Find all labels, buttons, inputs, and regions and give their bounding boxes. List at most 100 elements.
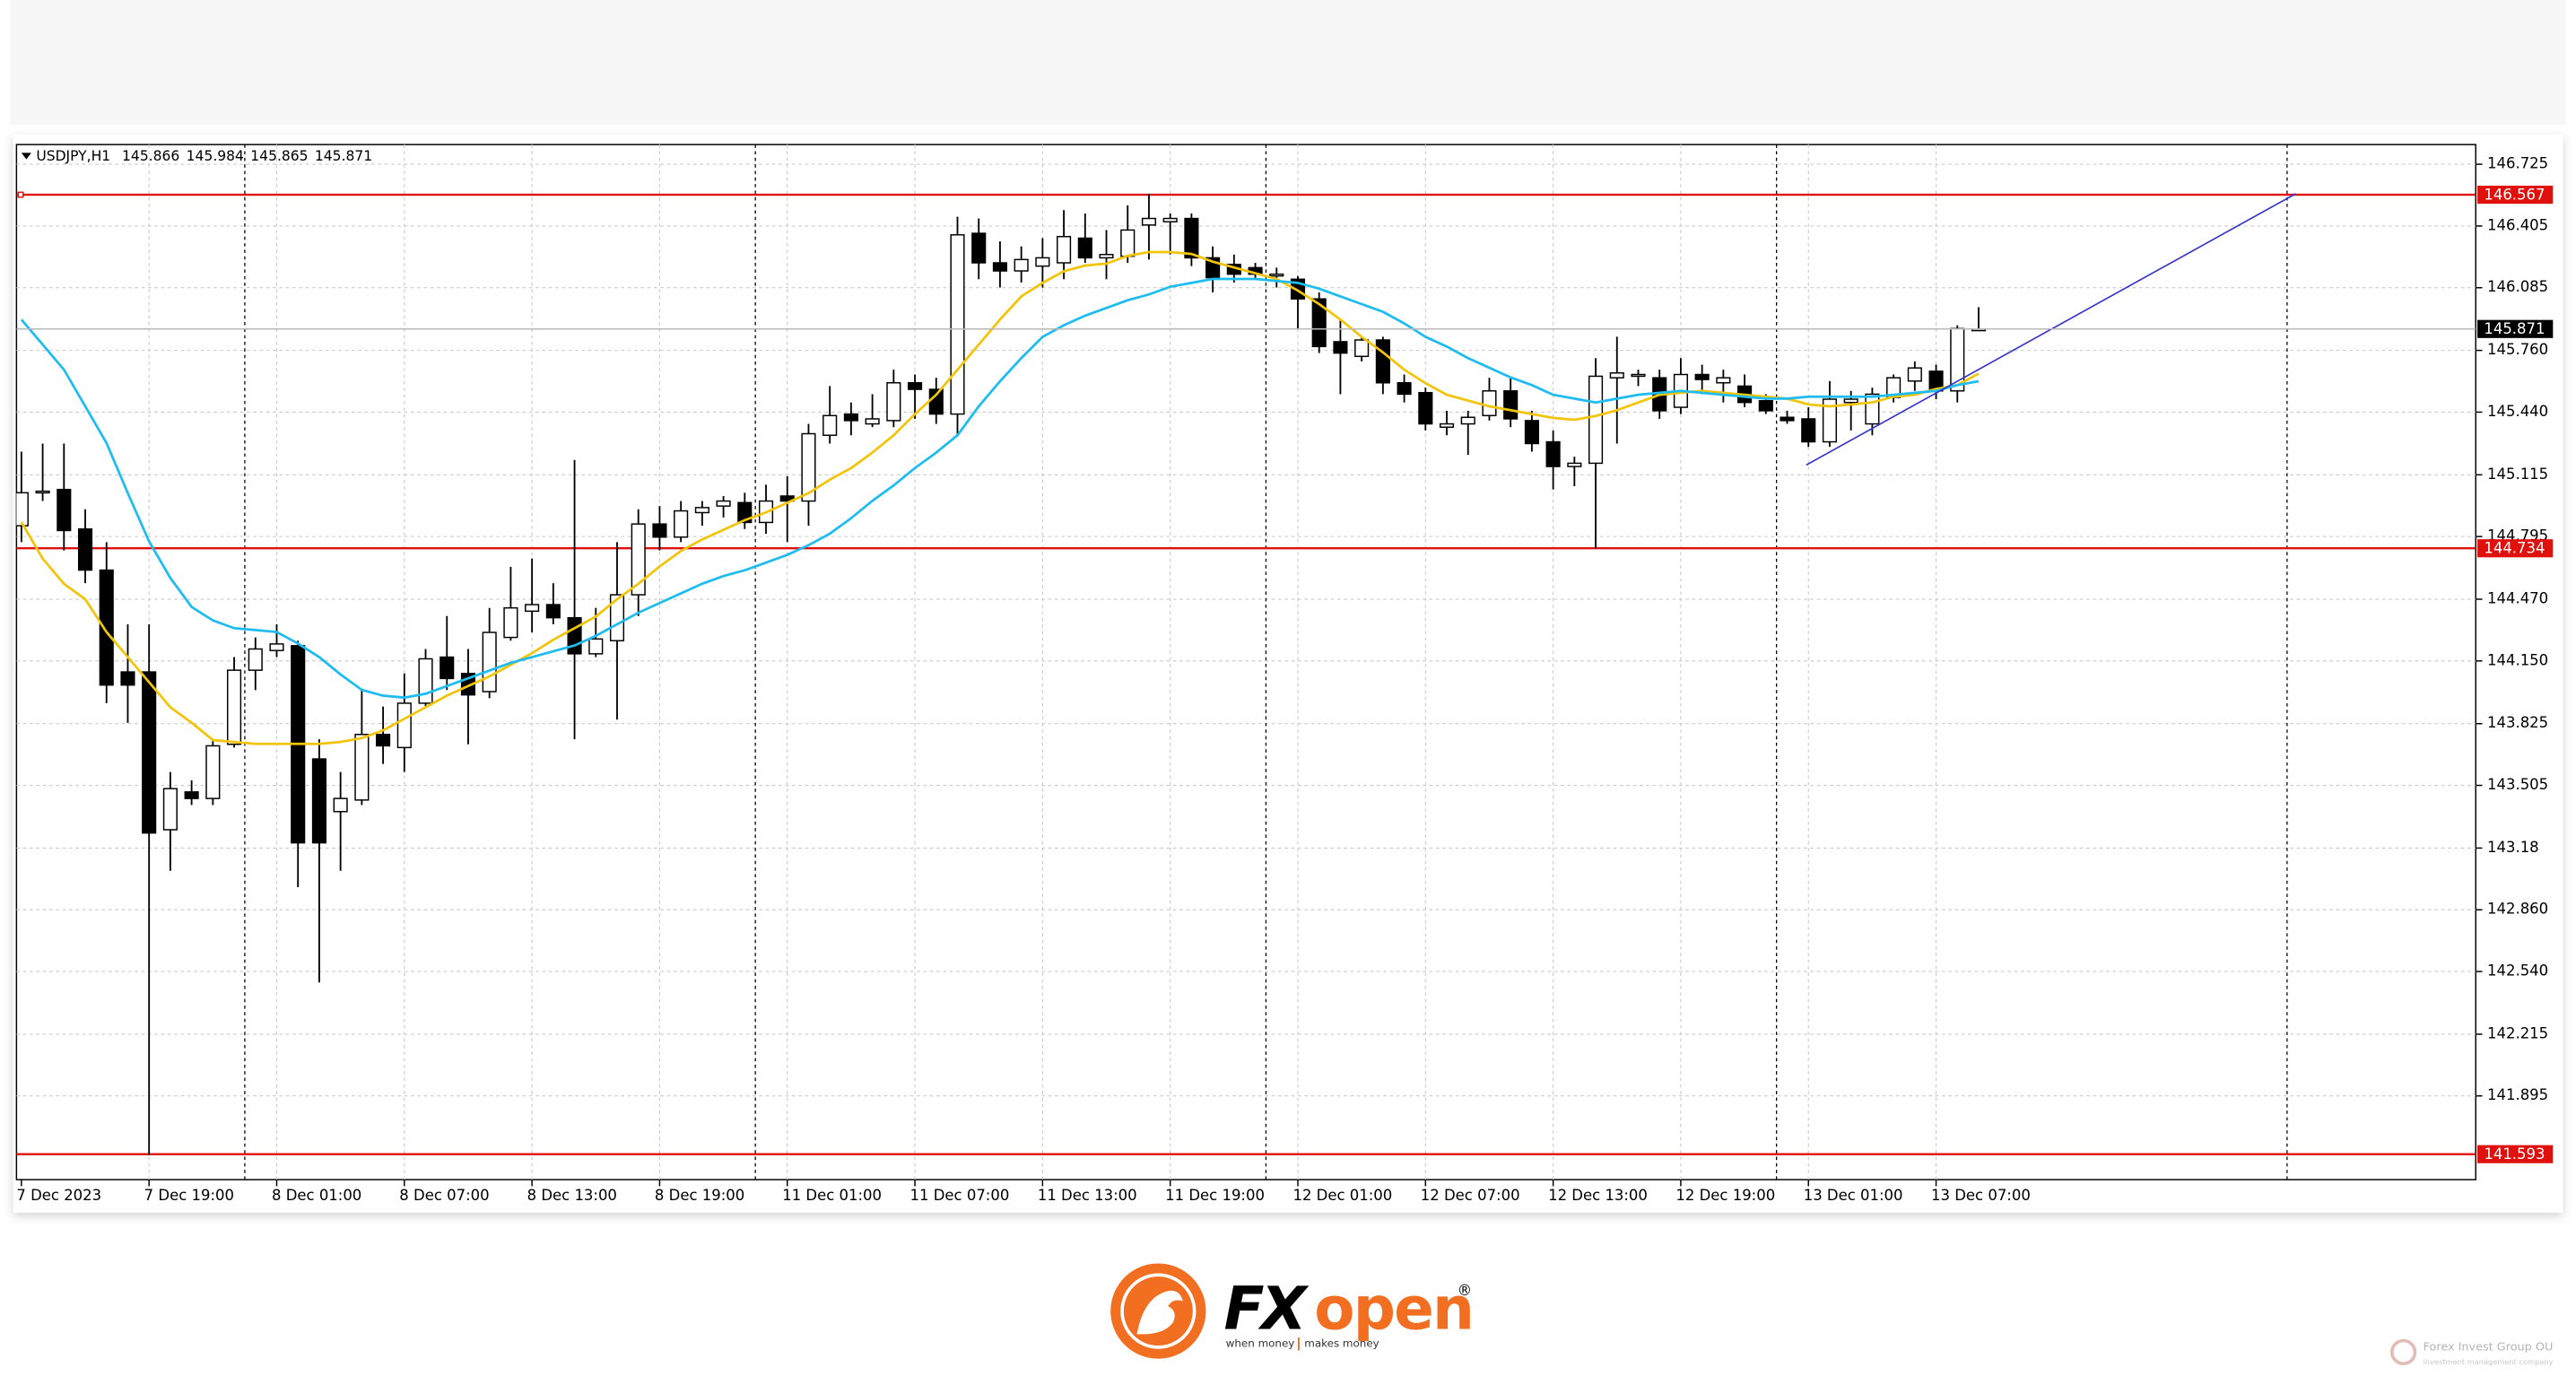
candle-body (1716, 377, 1731, 384)
tagline-right: makes money (1304, 1337, 1379, 1350)
x-tick-label: 12 Dec 19:00 (1675, 1187, 1775, 1204)
candle-body (1184, 217, 1199, 259)
y-tick-label: 145.440 (2487, 403, 2548, 420)
tagline-left: when money (1226, 1337, 1295, 1350)
candle-body (992, 262, 1007, 272)
moving-average (20, 277, 1980, 700)
chart-header: USDJPY,H1 145.866 145.984 145.865 145.871 (36, 147, 372, 163)
candle-body (1162, 217, 1178, 222)
candle-body (1397, 382, 1412, 396)
y-tick-label: 146.725 (2487, 155, 2548, 172)
candle-body (1524, 420, 1539, 445)
candle-body (1120, 229, 1136, 257)
x-tick-label: 7 Dec 2023 (16, 1187, 101, 1204)
candle-body (1333, 341, 1348, 354)
candle-body (418, 658, 433, 704)
candle-body (269, 643, 284, 651)
brand-open: open (1314, 1274, 1473, 1343)
candle-body (1843, 398, 1858, 404)
y-tick-label: 144.150 (2487, 651, 2548, 668)
candle-body (1907, 367, 1922, 382)
candle-body (1545, 440, 1561, 467)
candle-body (35, 490, 50, 494)
candle-body (545, 604, 561, 619)
y-tick-label: 146.085 (2487, 278, 2548, 295)
candle-body (1631, 373, 1646, 378)
candle-body (226, 669, 242, 745)
y-tick-label: 146.405 (2487, 216, 2548, 233)
candle-body (1503, 390, 1519, 420)
candle-body (482, 632, 497, 692)
brand-logo: FX open ® when money makes money (1110, 1263, 1475, 1359)
brand-fx: FX (1224, 1274, 1310, 1343)
y-tick-label: 145.760 (2487, 341, 2548, 358)
candle-body (205, 745, 221, 799)
header-value: 145.984 (187, 147, 244, 163)
candle-body (120, 671, 135, 686)
top-band (10, 0, 2566, 126)
level-label: 146.567 (2484, 187, 2545, 204)
x-tick-label: 11 Dec 19:00 (1165, 1187, 1265, 1204)
candle-body (801, 432, 816, 502)
candle-body (1057, 236, 1072, 264)
candle-body (588, 638, 604, 655)
x-tick-label: 13 Dec 07:00 (1931, 1187, 2031, 1204)
candle-body (1035, 257, 1050, 267)
candle-body (1482, 390, 1497, 417)
y-tick-label: 142.860 (2487, 901, 2548, 918)
candle-body (950, 234, 965, 415)
candle-body (609, 594, 625, 641)
level-label: 141.593 (2484, 1145, 2545, 1163)
x-tick-label: 12 Dec 01:00 (1292, 1187, 1392, 1204)
candle-body (1375, 339, 1390, 384)
candle-body (1311, 298, 1327, 348)
candle-body (1099, 254, 1114, 259)
candle-body (652, 523, 667, 538)
y-tick-label: 145.115 (2487, 466, 2548, 483)
x-tick-label: 8 Dec 13:00 (527, 1187, 617, 1204)
candle-body (333, 797, 348, 813)
candle-body (1439, 422, 1455, 428)
candle-body (822, 414, 838, 436)
candle-body (248, 648, 263, 671)
level-label-box (2477, 186, 2554, 205)
header-value: 145.871 (315, 147, 372, 163)
moving-average (20, 250, 1980, 745)
candle-body (1460, 416, 1475, 425)
candle-body (694, 507, 709, 514)
watermark-name: Forex Invest Group OU (2424, 1340, 2554, 1354)
candle-body (1141, 217, 1157, 226)
candle-body (1694, 373, 1710, 380)
candle-body (1588, 375, 1604, 465)
price-label: 145.871 (2484, 320, 2545, 337)
candle-body (184, 791, 199, 799)
tagline-divider (1297, 1337, 1300, 1351)
plot-frame (15, 144, 2476, 1180)
header-value: USDJPY,H1 (36, 147, 110, 163)
candle-body (376, 734, 391, 747)
y-tick-label: 143.825 (2487, 714, 2548, 731)
candle-body (674, 510, 689, 538)
watermark-icon (2389, 1338, 2417, 1366)
level-label-box (2477, 1145, 2554, 1163)
candle-body (1758, 400, 1773, 412)
candle-body (865, 418, 880, 425)
candle-body (1077, 237, 1092, 259)
candle-body (1609, 372, 1624, 379)
header-arrow (21, 152, 31, 160)
candle-body (907, 382, 923, 390)
axes: 141.895 142.215 142.540 142.860 143.18 143.50… (16, 147, 2554, 1204)
watermark: Forex Invest Group OU investment managem… (2389, 1338, 2554, 1366)
candle-body (1780, 416, 1795, 422)
candle-body (77, 528, 93, 571)
y-tick-label: 143.18 (2487, 839, 2539, 856)
candle-body (1354, 339, 1370, 358)
candle-body (971, 232, 987, 264)
candle-body (57, 488, 72, 532)
x-tick-label: 11 Dec 13:00 (1038, 1187, 1137, 1204)
plot (16, 193, 2476, 1155)
candle-body (737, 501, 753, 524)
level-label: 144.734 (2484, 540, 2545, 557)
level-label-box (2477, 539, 2554, 558)
candle-body (1269, 273, 1284, 277)
